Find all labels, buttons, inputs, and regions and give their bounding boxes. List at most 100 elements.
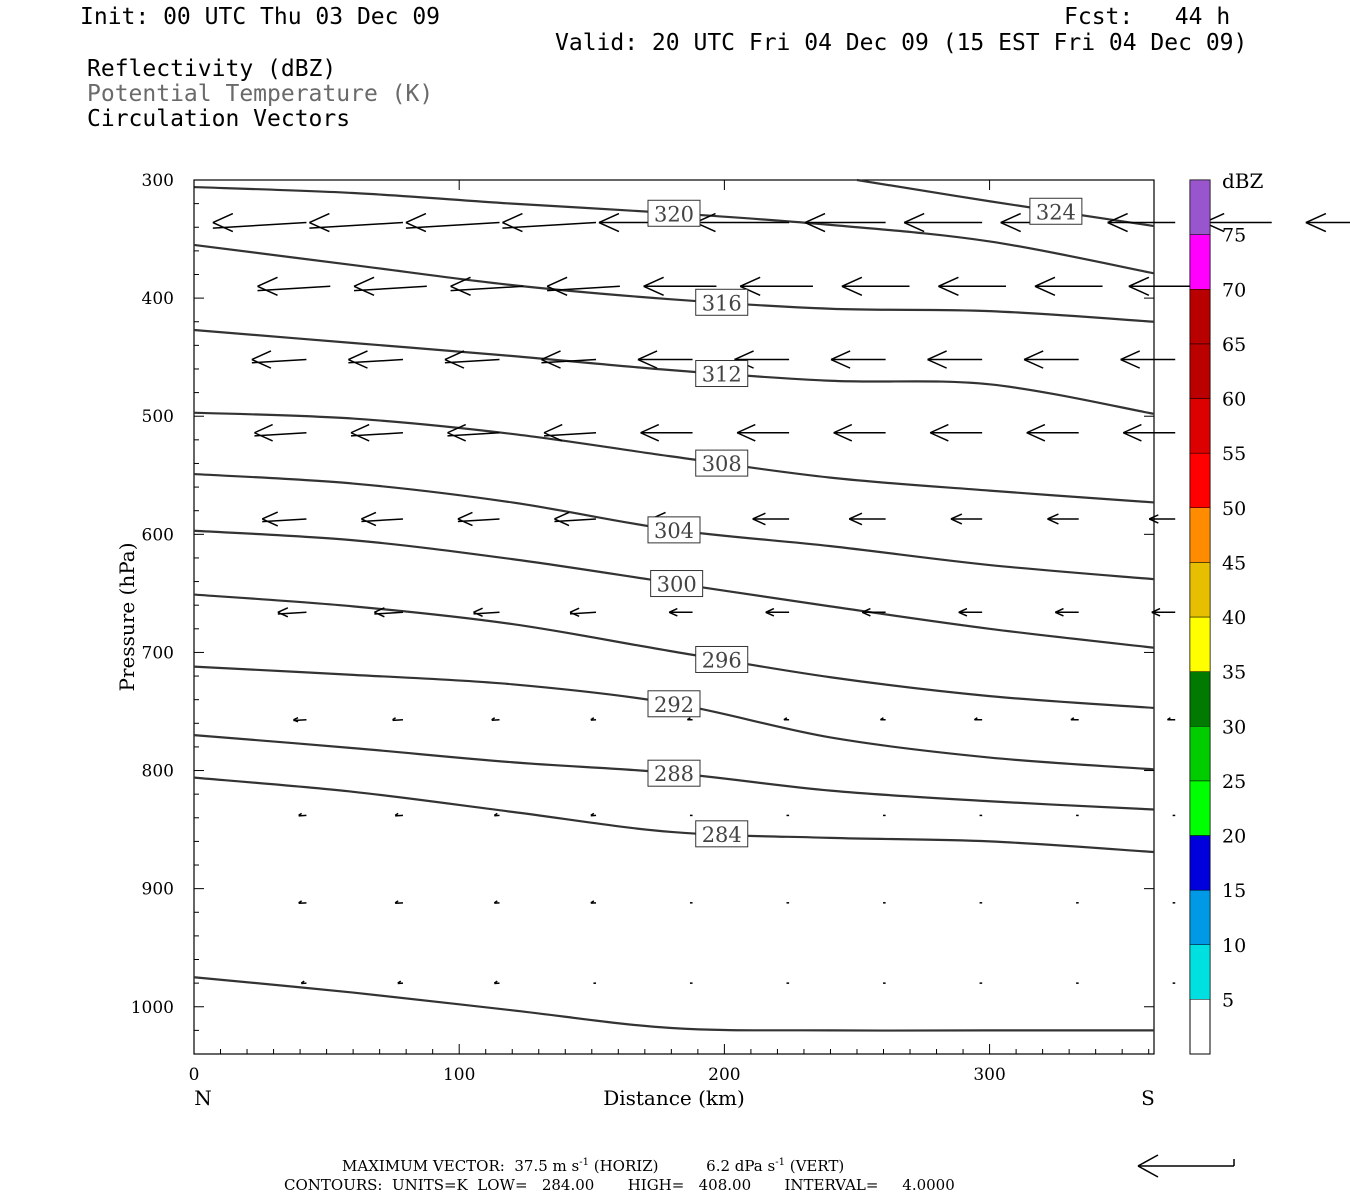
contour-label: 316 bbox=[702, 291, 742, 315]
vector-arrowhead bbox=[640, 423, 660, 434]
vector-arrowhead bbox=[1128, 285, 1150, 296]
circulation-vector bbox=[392, 719, 404, 722]
vector-arrowhead bbox=[569, 607, 580, 613]
circulation-vector bbox=[257, 285, 331, 292]
vector-arrowhead bbox=[1026, 432, 1046, 442]
vector-arrowhead bbox=[1034, 276, 1056, 287]
vector-arrowhead bbox=[903, 212, 925, 224]
vector-arrowhead bbox=[927, 358, 947, 369]
vector-arrowhead bbox=[590, 812, 595, 817]
contour-label-box bbox=[1029, 197, 1083, 225]
x-tick-label: 100 bbox=[443, 1065, 475, 1085]
max-vector-horiz: MAXIMUM VECTOR: 37.5 m s bbox=[342, 1157, 580, 1175]
vector-arrowhead bbox=[397, 980, 402, 984]
vector-arrowhead bbox=[298, 812, 303, 817]
circulation-vector bbox=[361, 518, 404, 523]
vector-arrowhead bbox=[546, 276, 568, 287]
vector-arrowhead bbox=[254, 432, 273, 442]
y-tick-label: 800 bbox=[142, 762, 174, 782]
colorbar-tick-label: 20 bbox=[1222, 826, 1246, 848]
colorbar-tick-label: 55 bbox=[1222, 443, 1246, 465]
vector-arrowhead bbox=[554, 518, 570, 527]
contour-label: 308 bbox=[702, 452, 742, 476]
vector-arrowhead bbox=[643, 276, 664, 287]
vector-arrowhead bbox=[830, 358, 851, 369]
colorbar-tick-label: 25 bbox=[1222, 771, 1246, 793]
forecast-hour: Fcst: 44 h bbox=[1064, 4, 1231, 30]
vector-arrowhead bbox=[450, 285, 471, 296]
contour-label: 284 bbox=[702, 823, 742, 847]
vector-arrowhead bbox=[830, 350, 851, 361]
init-time: Init: 00 UTC Thu 03 Dec 09 bbox=[80, 4, 441, 30]
vector-arrowhead bbox=[1047, 513, 1059, 520]
unit-exponent: -1 bbox=[579, 1157, 589, 1168]
vector-arrowhead bbox=[752, 512, 766, 520]
colorbar-unit-label: dBZ bbox=[1222, 169, 1264, 193]
colorbar: 5 10 15 20 25 30 35 40 45 50 55 60 65 70 75 bbox=[1189, 179, 1246, 1055]
vector-arrowhead bbox=[374, 607, 385, 613]
vector-arrowhead bbox=[1023, 358, 1044, 369]
vector-arrowhead bbox=[543, 423, 563, 434]
vector-arrowhead bbox=[668, 607, 678, 613]
vector-arrowhead bbox=[739, 285, 761, 296]
vector-arrowhead bbox=[405, 221, 427, 233]
vector-arrowhead bbox=[457, 518, 473, 527]
vector-arrowhead bbox=[841, 276, 863, 287]
contour-label: 300 bbox=[657, 573, 697, 597]
vector-arrowhead bbox=[543, 432, 563, 442]
contour-line-308 bbox=[193, 411, 1155, 504]
vector-arrowhead bbox=[251, 358, 272, 369]
vector-arrowhead bbox=[261, 518, 279, 527]
x-tick-label: 0 bbox=[189, 1065, 200, 1085]
vector-arrowhead bbox=[598, 212, 620, 224]
circulation-vector bbox=[212, 221, 307, 229]
colorbar-tick-label: 40 bbox=[1222, 607, 1246, 629]
vector-arrowhead bbox=[929, 432, 949, 442]
y-tick-label: 700 bbox=[142, 643, 174, 663]
vector-arrowhead bbox=[300, 980, 305, 984]
vector-arrowhead bbox=[958, 611, 968, 617]
circulation-vector bbox=[309, 221, 404, 229]
y-tick-label: 600 bbox=[142, 525, 174, 545]
colorbar-tick-label: 70 bbox=[1222, 279, 1246, 301]
colorbar-tick-label: 10 bbox=[1222, 935, 1246, 957]
contour-label: 324 bbox=[1036, 200, 1076, 224]
vector-arrowhead bbox=[752, 518, 766, 526]
vector-arrowhead bbox=[1122, 423, 1142, 434]
vector-arrowhead bbox=[765, 607, 775, 613]
circulation-vector bbox=[405, 221, 500, 229]
vector-arrowhead bbox=[640, 432, 660, 442]
vector-arrowhead bbox=[927, 350, 947, 361]
vector-arrowhead bbox=[1107, 221, 1128, 233]
circulation-vector bbox=[444, 358, 500, 364]
vector-arrowhead bbox=[473, 607, 483, 613]
vector-layer bbox=[212, 212, 1350, 985]
vector-arrowhead bbox=[1148, 518, 1159, 524]
vector-arrowhead bbox=[1026, 423, 1046, 434]
contour-label: 296 bbox=[702, 648, 742, 672]
colorbar-tick-label: 75 bbox=[1222, 225, 1246, 247]
vector-arrowhead bbox=[590, 900, 595, 904]
vector-arrowhead bbox=[598, 221, 620, 233]
vector-arrowhead bbox=[493, 980, 498, 984]
vector-arrowhead bbox=[1000, 221, 1021, 233]
vector-arrowhead bbox=[950, 513, 963, 520]
circulation-vector bbox=[502, 221, 597, 229]
vector-arrowhead bbox=[212, 221, 234, 233]
vector-arrowhead bbox=[833, 423, 853, 434]
contour-label-box bbox=[647, 759, 701, 787]
contour-label-box bbox=[647, 199, 701, 227]
vector-arrowhead bbox=[541, 358, 561, 369]
vector-arrowhead bbox=[257, 276, 278, 287]
vector-arrowhead bbox=[546, 285, 568, 296]
valid-time: Valid: 20 UTC Fri 04 Dec 09 (15 EST Fri … bbox=[555, 30, 1248, 56]
contour-layer bbox=[193, 178, 1155, 1032]
vector-arrowhead bbox=[1107, 212, 1128, 224]
vector-arrowhead bbox=[1148, 514, 1159, 520]
vector-arrowhead bbox=[473, 611, 483, 618]
vector-arrowhead bbox=[637, 350, 658, 361]
field-potential-temperature: Potential Temperature (K) bbox=[87, 81, 434, 107]
max-vector-info: MAXIMUM VECTOR: 37.5 m s-1 (HORIZ) 6.2 d… bbox=[342, 1157, 844, 1175]
vector-arrowhead bbox=[394, 812, 399, 817]
